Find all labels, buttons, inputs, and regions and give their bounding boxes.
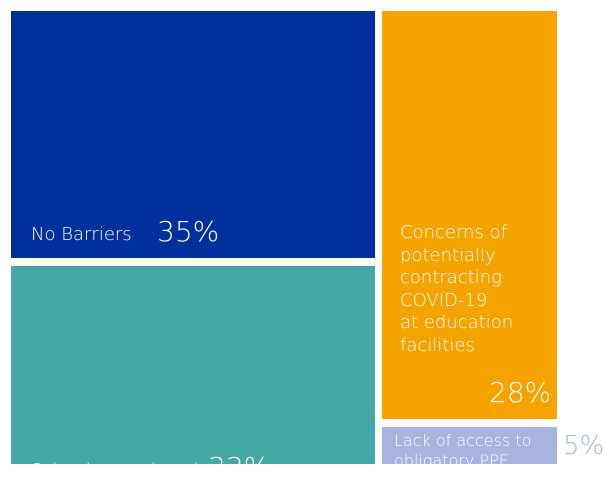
tile-value-lack-of-ppe: 5% <box>563 431 604 461</box>
tile-label-schools-closed: Schools are closed <box>31 460 199 481</box>
tile-value-schools-closed: 33% <box>208 451 271 484</box>
tile-value-covid-concerns: 28% <box>489 376 552 409</box>
tile-covid-concerns <box>382 11 557 419</box>
tile-lack-of-ppe <box>382 427 557 464</box>
tile-value-no-barriers: 35% <box>157 215 220 248</box>
tile-label-no-barriers: No Barriers <box>31 224 132 245</box>
tile-label-lack-of-ppe: Lack of access to obligatory PPE <box>394 431 532 470</box>
tile-label-covid-concerns: Concerns of potentially contracting COVI… <box>400 222 514 356</box>
tile-schools-closed <box>11 266 375 464</box>
tile-no-barriers <box>11 11 375 258</box>
